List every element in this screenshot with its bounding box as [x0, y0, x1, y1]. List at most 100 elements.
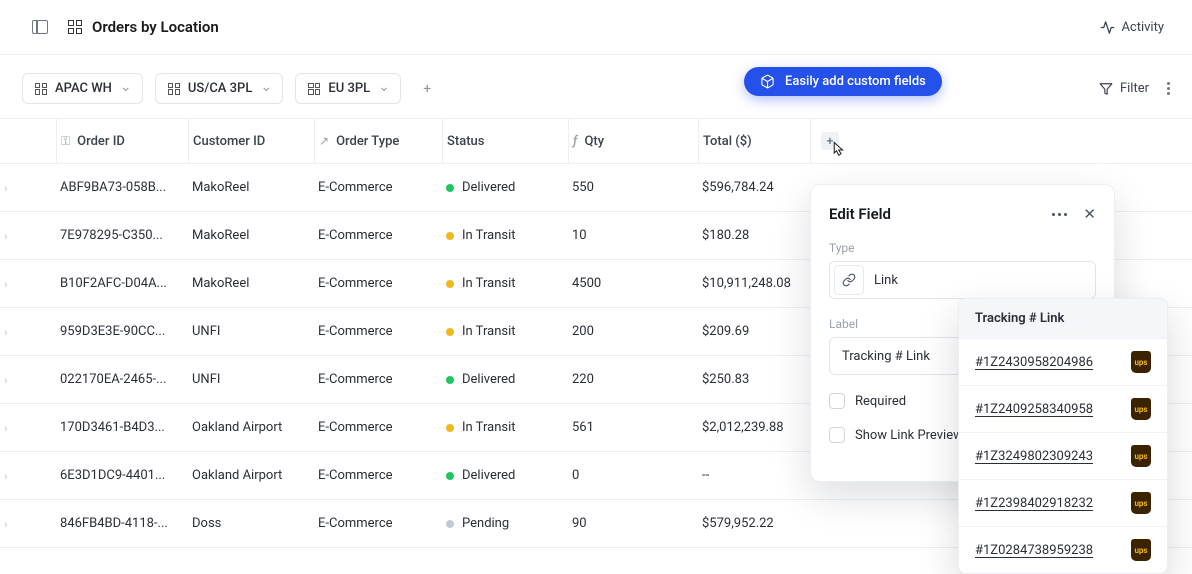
activity-button[interactable]: Activity	[1100, 20, 1164, 35]
cell-qty: 561	[568, 420, 698, 435]
cell-qty: 10	[568, 228, 698, 243]
tracking-link[interactable]: #1Z0284738959238	[975, 543, 1093, 558]
cell-status: Pending	[442, 516, 568, 531]
cell-qty: 200	[568, 324, 698, 339]
tracking-link[interactable]: #1Z2398402918232	[975, 496, 1093, 511]
custom-fields-callout[interactable]: Easily add custom fields	[744, 67, 942, 96]
add-tab-button[interactable]: +	[413, 75, 441, 103]
cell-customer-id: MakoReel	[188, 228, 314, 243]
tab-apac[interactable]: APAC WH	[22, 73, 143, 104]
status-dot-icon	[446, 184, 454, 192]
cell-order-id: 6E3D1DC9-4401...	[56, 468, 188, 483]
required-checkbox[interactable]	[829, 393, 845, 409]
more-menu-button[interactable]	[1167, 82, 1170, 95]
cell-qty: 0	[568, 468, 698, 483]
col-status[interactable]: Status	[442, 119, 568, 163]
panel-close-button[interactable]: ✕	[1083, 205, 1096, 223]
callout-label: Easily add custom fields	[785, 74, 926, 89]
tab-eu[interactable]: EU 3PL	[295, 73, 401, 104]
cell-order-type: E-Commerce	[314, 468, 442, 483]
tracking-link-row[interactable]: #1Z2409258340958ups	[959, 385, 1167, 432]
grid-icon	[308, 83, 320, 95]
col-order-type[interactable]: ↗ Order Type	[314, 119, 442, 163]
filter-button[interactable]: Filter	[1099, 81, 1149, 96]
col-total[interactable]: Total ($)	[698, 119, 810, 163]
cell-status: In Transit	[442, 276, 568, 291]
panel-toggle-icon[interactable]	[32, 20, 48, 34]
cell-total: $209.69	[698, 324, 810, 339]
tab-usca[interactable]: US/CA 3PL	[155, 73, 284, 104]
tracking-link[interactable]: #1Z2409258340958	[975, 402, 1093, 417]
cell-order-type: E-Commerce	[314, 180, 442, 195]
preview-label: Show Link Preview	[855, 428, 963, 443]
expand-row-button[interactable]: ›	[0, 517, 56, 531]
cursor-pointer-icon	[829, 141, 847, 159]
status-dot-icon	[446, 280, 454, 288]
grid-icon	[168, 83, 180, 95]
cell-order-id: 959D3E3E-90CC...	[56, 324, 188, 339]
col-customer-id[interactable]: Customer ID	[188, 119, 314, 163]
cell-order-id: 846FB4BD-4118-...	[56, 516, 188, 531]
key-icon: ⚿	[61, 134, 70, 149]
expand-row-button[interactable]: ›	[0, 277, 56, 291]
col-qty[interactable]: ƒ Qty	[568, 119, 698, 163]
page-title: Orders by Location	[92, 18, 219, 36]
tracking-link-row[interactable]: #1Z3249802309243 ups	[959, 432, 1167, 479]
tab-label: US/CA 3PL	[188, 81, 253, 96]
status-dot-icon	[446, 472, 454, 480]
popover-title: Tracking # Link	[959, 299, 1167, 338]
cell-order-type: E-Commerce	[314, 420, 442, 435]
cell-order-type: E-Commerce	[314, 372, 442, 387]
cell-status: Delivered	[442, 468, 568, 483]
expand-row-button[interactable]: ›	[0, 229, 56, 243]
expand-row-button[interactable]: ›	[0, 421, 56, 435]
ups-badge-icon: ups	[1131, 445, 1151, 467]
status-dot-icon	[446, 520, 454, 528]
add-column-cell[interactable]: +	[810, 119, 1192, 163]
header-left: Orders by Location	[32, 18, 219, 36]
funnel-icon	[1099, 82, 1113, 96]
cell-qty: 220	[568, 372, 698, 387]
panel-more-button[interactable]	[1052, 213, 1067, 216]
cell-order-type: E-Commerce	[314, 516, 442, 531]
required-label: Required	[855, 394, 906, 409]
cube-icon	[760, 74, 775, 89]
tracking-link[interactable]: #1Z3249802309243	[975, 449, 1093, 464]
expand-row-button[interactable]: ›	[0, 325, 56, 339]
cell-customer-id: Oakland Airport	[188, 420, 314, 435]
cell-order-id: B10F2AFC-D04A...	[56, 276, 188, 291]
expand-row-button[interactable]: ›	[0, 469, 56, 483]
tracking-link-row[interactable]: #1Z2398402918232ups	[959, 479, 1167, 526]
expand-row-button[interactable]: ›	[0, 181, 56, 195]
tracking-link[interactable]: #1Z2430958204986	[975, 355, 1093, 370]
type-select[interactable]: Link	[829, 261, 1096, 299]
cell-status: In Transit	[442, 420, 568, 435]
pulse-icon	[1100, 20, 1115, 35]
cell-status: In Transit	[442, 228, 568, 243]
grid-icon	[35, 83, 47, 95]
preview-checkbox[interactable]	[829, 427, 845, 443]
cell-total: $10,911,248.08	[698, 276, 810, 291]
cell-order-id: 022170EA-2465-...	[56, 372, 188, 387]
chevron-down-icon	[378, 84, 388, 94]
cell-order-type: E-Commerce	[314, 228, 442, 243]
chevron-down-icon	[260, 84, 270, 94]
col-label: Qty	[584, 134, 604, 149]
col-order-id[interactable]: ⚿ Order ID	[56, 119, 188, 163]
cell-customer-id: UNFI	[188, 372, 314, 387]
cell-customer-id: UNFI	[188, 324, 314, 339]
cell-total: $250.83	[698, 372, 810, 387]
tracking-link-row[interactable]: #1Z0284738959238ups	[959, 526, 1167, 573]
cell-order-id: 170D3461-B4D3...	[56, 420, 188, 435]
link-icon	[834, 265, 864, 295]
expand-row-button[interactable]: ›	[0, 373, 56, 387]
cell-customer-id: Doss	[188, 516, 314, 531]
col-label: Total ($)	[703, 134, 752, 149]
type-value: Link	[874, 273, 898, 288]
filter-label: Filter	[1120, 81, 1149, 96]
tracking-link-row[interactable]: #1Z2430958204986ups	[959, 338, 1167, 385]
cell-customer-id: MakoReel	[188, 276, 314, 291]
cell-total: $2,012,239.88	[698, 420, 810, 435]
col-label: Order ID	[77, 134, 125, 149]
function-icon: ƒ	[573, 134, 577, 149]
